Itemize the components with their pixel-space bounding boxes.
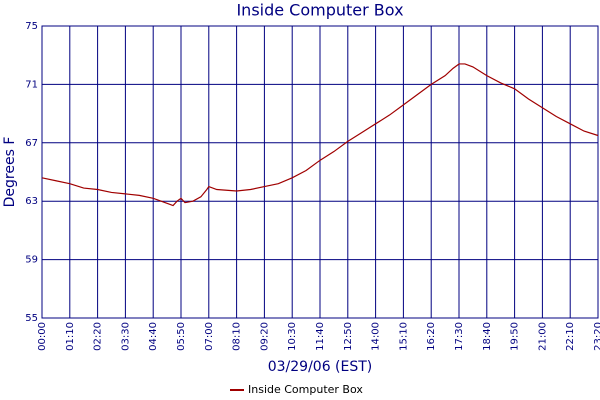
x-tick-label: 16:20 [426, 322, 437, 351]
data-line [41, 63, 599, 207]
plot-border [41, 25, 599, 319]
x-tick-label: 07:00 [204, 322, 215, 351]
x-tick-label: 23:20 [593, 322, 600, 351]
x-tick-label: 14:00 [371, 322, 382, 351]
x-tick-label: 09:20 [259, 322, 270, 351]
x-tick-label: 10:30 [287, 322, 298, 351]
x-tick-label: 18:40 [482, 322, 493, 351]
x-tick-label: 11:40 [315, 322, 326, 351]
x-tick-label: 01:10 [65, 322, 76, 351]
x-tick-label: 17:30 [454, 322, 465, 351]
x-tick-label: 03:30 [120, 322, 131, 351]
y-tick-label: 55 [25, 313, 38, 324]
legend-label: Inside Computer Box [248, 383, 363, 396]
x-tick-label: 19:50 [510, 322, 521, 351]
y-tick-label: 75 [25, 21, 38, 32]
y-tick-label: 59 [25, 255, 38, 266]
y-tick-label: 71 [25, 79, 38, 90]
chart-title: Inside Computer Box [236, 1, 403, 20]
x-axis-label: 03/29/06 (EST) [268, 359, 373, 375]
x-tick-label: 05:50 [176, 322, 187, 351]
y-tick-label: 63 [25, 196, 38, 207]
x-tick-label: 04:40 [148, 322, 159, 351]
x-tick-label: 15:10 [398, 322, 409, 351]
x-tick-label: 22:10 [565, 322, 576, 351]
x-tick-label: 00:00 [37, 322, 48, 351]
y-tick-label: 67 [25, 138, 38, 149]
x-tick-label: 21:00 [537, 322, 548, 351]
x-tick-label: 02:20 [93, 322, 104, 351]
x-tick-label: 12:50 [343, 322, 354, 351]
x-tick-label: 08:10 [232, 322, 243, 351]
y-axis-label: Degrees F [2, 137, 18, 208]
